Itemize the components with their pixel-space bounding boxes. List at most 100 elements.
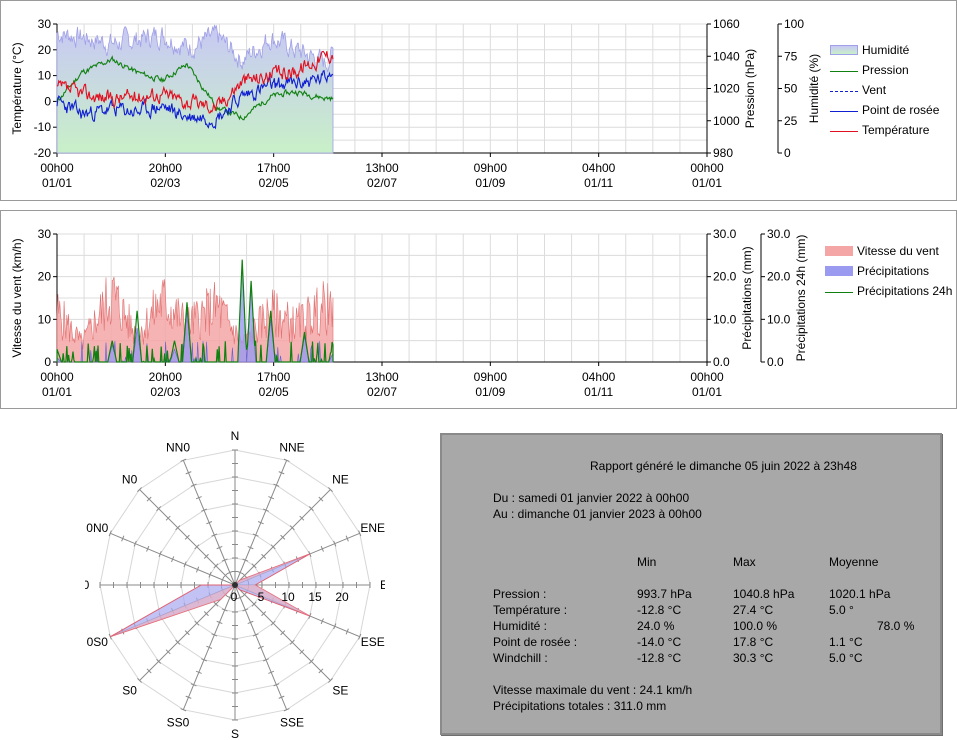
rose-direction-label: ESE — [361, 635, 385, 649]
legend-label: Précipitations 24h — [857, 284, 953, 298]
legend-swatch — [830, 71, 858, 72]
report-header-avg: Moyenne — [829, 555, 879, 569]
chart1-x-tick-date: 01/01 — [42, 176, 72, 190]
rose-spoke-tick — [257, 645, 264, 649]
chart1-x-tick-date: 01/01 — [692, 176, 722, 190]
rose-spoke-tick — [333, 623, 337, 630]
rose-spoke-tick — [318, 496, 324, 502]
rose-spoke-tick — [190, 683, 197, 687]
report-row-min: -12.8 °C — [637, 603, 682, 617]
rose-spoke-tick — [222, 572, 228, 578]
rose-spoke-tick — [247, 620, 254, 625]
report-row-min: -12.8 °C — [637, 651, 682, 665]
chart1-left-tick-label: 10 — [38, 69, 52, 83]
rose-direction-label: 0N0 — [86, 521, 108, 535]
chart2-right-tick-label: 20.0 — [767, 270, 791, 284]
chart1-x-tick-time: 17h00 — [257, 161, 291, 175]
rose-spoke-tick — [213, 563, 219, 569]
rose-spoke-tick — [308, 658, 314, 664]
legend-swatch — [830, 91, 858, 92]
chart2-right-tick-label: 10.0 — [767, 312, 791, 326]
chart2-x-tick-date: 02/03 — [150, 385, 180, 399]
rose-spoke-tick — [242, 592, 248, 598]
rose-spoke-tick — [283, 458, 290, 462]
rose-spoke-tick — [327, 487, 333, 493]
chart1-left-tick-label: -20 — [34, 146, 52, 160]
report-row-min: 993.7 hPa — [637, 587, 692, 601]
chart1-right-tick-label: 0 — [784, 146, 791, 160]
chart1-x-tick-time: 00h00 — [690, 161, 724, 175]
rose-direction-label: N0 — [122, 473, 138, 487]
chart2-right-axis-label: Précipitations 24h (mm) — [794, 235, 808, 362]
rose-spoke-tick — [226, 595, 233, 600]
rose-direction-label: S0 — [122, 683, 137, 697]
chart1-left-tick-label: 20 — [38, 43, 52, 57]
chart2-left-tick-label: 20 — [38, 270, 52, 284]
rose-spoke-tick — [195, 566, 200, 573]
rose-spoke-tick — [201, 508, 207, 512]
rose-spoke-tick — [213, 601, 219, 607]
rose-spoke-tick — [195, 496, 202, 500]
rose-spoke-tick — [251, 563, 257, 569]
rose-spoke-tick — [156, 506, 162, 512]
chart2-right-tick-label: 0.0 — [713, 355, 730, 369]
legend-swatch — [830, 111, 858, 112]
rose-spoke-tick — [195, 670, 202, 674]
rose-spoke-tick — [184, 630, 190, 636]
report-row-avg: 5.0 °C — [829, 651, 863, 665]
rose-spoke-tick — [320, 618, 324, 625]
dewpoint-line — [56, 69, 334, 130]
rose-direction-label: ENE — [360, 521, 385, 535]
chart2-left-tick-label: 30 — [38, 227, 52, 241]
rose-spoke-tick — [242, 558, 249, 562]
chart1-right-tick-label: 1000 — [713, 114, 740, 128]
chart2-right-tick-label: 20.0 — [713, 270, 737, 284]
chart1-right-axis-label: Humidité (%) — [807, 54, 821, 123]
chart1-legend: Humidité Pression Vent Point de rosée Tempér… — [830, 43, 955, 143]
rose-spoke-tick — [137, 487, 143, 493]
chart1-x-tick-date: 02/05 — [259, 176, 289, 190]
chart1-x-tick-time: 00h00 — [40, 161, 74, 175]
rose-spoke-tick — [252, 533, 259, 537]
rose-spoke-tick — [108, 530, 112, 537]
chart1-right-tick-label: 980 — [713, 146, 733, 160]
report-to: Au : dimanche 01 janvier 2023 à 00h00 — [493, 507, 702, 521]
legend-label: Point de rosée — [862, 103, 940, 117]
rose-spoke-tick — [221, 608, 228, 612]
report-row-avg: 78.0 % — [877, 619, 915, 633]
rose-spoke-tick — [247, 545, 254, 550]
chart1-left-tick-label: 0 — [44, 94, 51, 108]
rose-spoke-tick — [289, 639, 295, 645]
chart1-x-tick-date: 01/11 — [584, 176, 613, 190]
rose-spoke-tick — [226, 570, 233, 575]
chart1-x-tick-date: 01/09 — [475, 176, 505, 190]
rose-direction-label: NE — [332, 473, 349, 487]
chart2-x-tick-time: 09h00 — [474, 370, 508, 384]
chart2-x-tick-date: 01/11 — [584, 385, 613, 399]
report-panel: Rapport généré le dimanche 05 juin 2022 … — [440, 433, 942, 735]
wind-precip-chart: 30 20 10 0 30.0 20.0 10.0 0.0 Précipitations (mm… — [10, 227, 808, 399]
rose-spoke-tick — [185, 695, 192, 699]
rose-radial-label: 20 — [335, 590, 349, 604]
rose-direction-label: E — [380, 578, 385, 592]
rose-direction-label: SSE — [280, 716, 304, 730]
rose-spoke-tick — [263, 658, 269, 662]
report-row-label: Pression : — [493, 587, 547, 601]
legend-swatch — [825, 246, 853, 256]
report-title: Rapport généré le dimanche 05 juin 2022 … — [590, 459, 857, 473]
chart1-right-tick-label: 50 — [784, 82, 798, 96]
chart2-legend: Vitesse du vent Précipitations Précipitati… — [825, 244, 955, 304]
chart2-right-tick-label: 30.0 — [767, 227, 791, 241]
chart1-x-tick-time: 20h00 — [149, 161, 183, 175]
chart-wind-panel: 30 20 10 0 30.0 20.0 10.0 0.0 Précipitations (mm… — [0, 210, 957, 409]
rose-spoke-tick — [175, 525, 181, 531]
rose-direction-label: NNE — [279, 440, 304, 454]
rose-spoke-tick — [237, 595, 244, 600]
chart2-x-tick-date: 01/09 — [475, 385, 505, 399]
rose-spoke-tick — [194, 544, 200, 550]
report-row-min: 24.0 % — [637, 619, 675, 633]
rose-spoke-tick — [121, 535, 125, 542]
rose-spoke-tick — [278, 695, 285, 699]
rose-spoke-tick — [318, 668, 324, 674]
wind-speed-area — [56, 276, 334, 363]
